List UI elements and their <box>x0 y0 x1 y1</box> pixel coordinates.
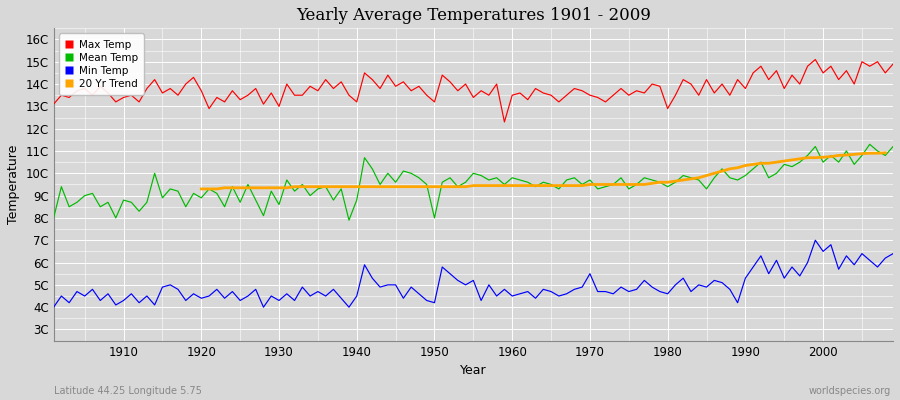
Legend: Max Temp, Mean Temp, Min Temp, 20 Yr Trend: Max Temp, Mean Temp, Min Temp, 20 Yr Tre… <box>58 34 144 95</box>
Text: Latitude 44.25 Longitude 5.75: Latitude 44.25 Longitude 5.75 <box>54 386 202 396</box>
Text: worldspecies.org: worldspecies.org <box>809 386 891 396</box>
Title: Yearly Average Temperatures 1901 - 2009: Yearly Average Temperatures 1901 - 2009 <box>296 7 651 24</box>
Y-axis label: Temperature: Temperature <box>7 145 20 224</box>
X-axis label: Year: Year <box>460 364 487 377</box>
